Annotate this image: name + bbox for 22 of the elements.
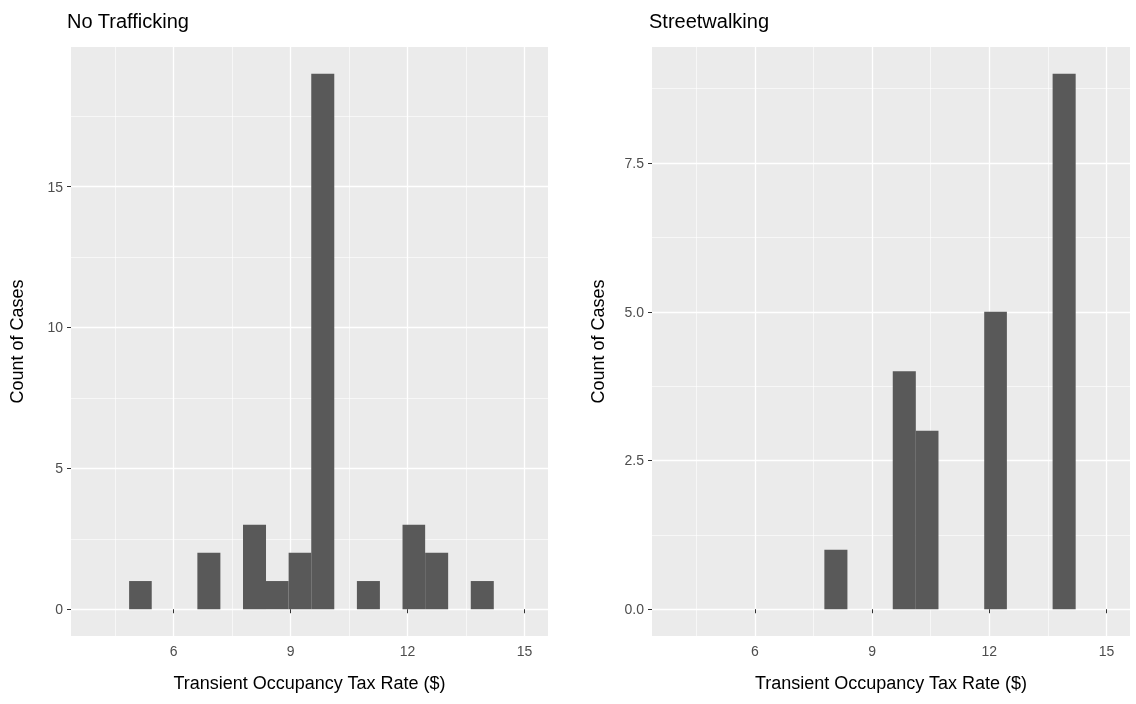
y-axis-title: Count of Cases bbox=[7, 279, 27, 404]
y-tick-label: 0 bbox=[55, 601, 64, 618]
chart-title: Streetwalking bbox=[649, 10, 770, 32]
y-tick-label: 5.0 bbox=[624, 303, 645, 320]
x-tick-label: 6 bbox=[750, 643, 759, 659]
x-tick-label: 9 bbox=[286, 643, 295, 659]
y-tick-label: 15 bbox=[47, 178, 64, 195]
x-axis-title: Transient Occupancy Tax Rate ($) bbox=[173, 673, 446, 693]
chart-title: No Trafficking bbox=[67, 10, 189, 32]
x-tick-label: 6 bbox=[169, 643, 178, 659]
y-axis-title: Count of Cases bbox=[588, 279, 608, 404]
y-tick-label: 7.5 bbox=[624, 155, 645, 172]
x-tick-label: 12 bbox=[981, 643, 998, 659]
x-axis-title: Transient Occupancy Tax Rate ($) bbox=[754, 673, 1028, 693]
x-tick-label: 15 bbox=[1098, 643, 1115, 659]
y-tick-label: 0.0 bbox=[624, 601, 645, 618]
x-tick-label: 15 bbox=[516, 643, 533, 659]
y-tick-label: 2.5 bbox=[624, 452, 645, 469]
y-tick-label: 5 bbox=[55, 460, 64, 477]
x-tick-label: 12 bbox=[399, 643, 416, 659]
x-tick-label: 9 bbox=[868, 643, 877, 659]
y-tick-label: 10 bbox=[47, 319, 64, 336]
